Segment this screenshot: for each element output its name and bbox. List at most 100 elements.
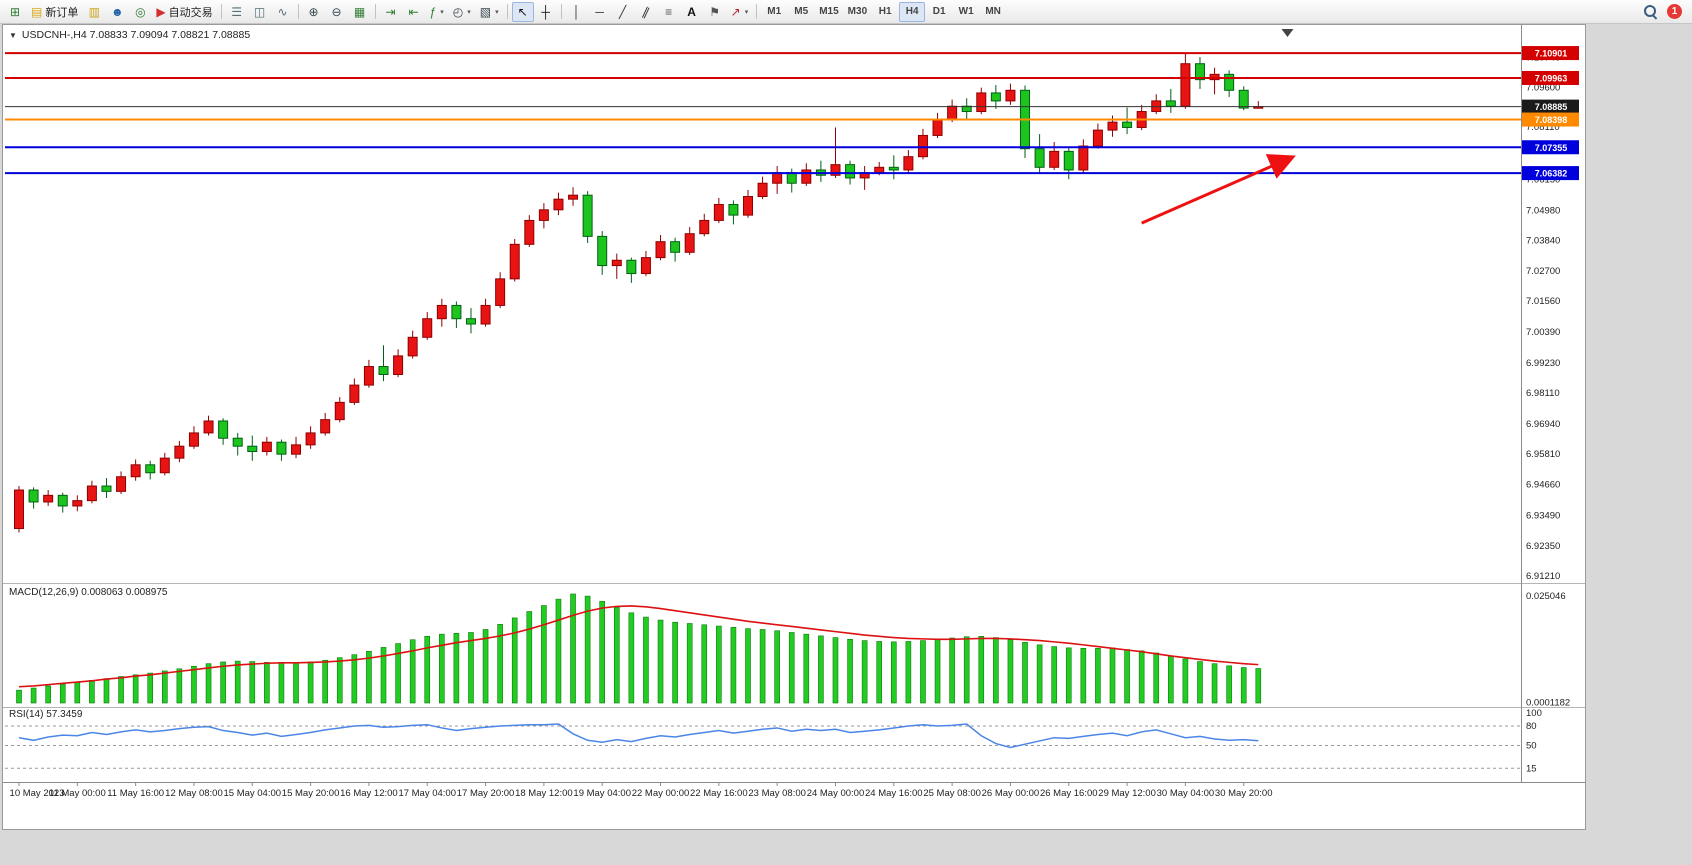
horizontal-lines[interactable] <box>5 52 1521 175</box>
svg-text:7.00390: 7.00390 <box>1526 327 1560 338</box>
templates-button[interactable]: ▧ ▾ <box>476 2 503 22</box>
profiles-button[interactable]: ▥ <box>83 2 105 22</box>
template-icon: ▧ <box>479 4 492 19</box>
svg-text:26 May 16:00: 26 May 16:00 <box>1040 788 1098 799</box>
price-badge <box>1522 46 1579 61</box>
indicators-button[interactable]: ƒ ▾ <box>426 2 448 22</box>
bar-chart-button[interactable]: ☰ <box>226 2 248 22</box>
svg-text:7.10901: 7.10901 <box>1535 49 1568 59</box>
timeframe-m15-button[interactable]: M15 <box>815 2 842 22</box>
svg-text:11 May 16:00: 11 May 16:00 <box>107 788 164 799</box>
timeframe-h1-button[interactable]: H1 <box>872 2 898 22</box>
timeframe-m5-button[interactable]: M5 <box>788 2 814 22</box>
svg-text:19 May 04:00: 19 May 04:00 <box>573 788 631 799</box>
new-chart-button[interactable]: ⊞ <box>4 2 26 22</box>
svg-text:0.025046: 0.025046 <box>1526 591 1566 602</box>
svg-text:6.92350: 6.92350 <box>1526 541 1560 552</box>
trendline-button[interactable]: ╱ <box>612 2 634 22</box>
svg-text:6.96940: 6.96940 <box>1526 419 1560 430</box>
zoom-in-icon: ⊕ <box>308 4 319 19</box>
macd-signal-line <box>18 605 1259 688</box>
svg-text:25 May 08:00: 25 May 08:00 <box>923 788 981 799</box>
notification-badge[interactable]: 1 <box>1667 4 1682 19</box>
price-chart[interactable]: 7.107407.096007.081107.061507.049807.038… <box>3 25 1585 829</box>
zoom-out-icon: ⊖ <box>331 4 342 19</box>
navigator-button[interactable]: ◎ <box>129 2 151 22</box>
cursor-button[interactable]: ↖ <box>511 1 534 22</box>
chevron-down-icon: ▾ <box>744 8 749 16</box>
arrow-object-icon: ↗ <box>730 4 741 19</box>
channel-icon: ∥ <box>639 3 652 20</box>
zoom-out-button[interactable]: ⊖ <box>326 2 348 22</box>
svg-text:16 May 12:00: 16 May 12:00 <box>340 788 398 799</box>
label-icon: ⚑ <box>709 4 721 19</box>
timeframe-mn-button[interactable]: MN <box>980 2 1006 22</box>
collapse-chart-icon[interactable]: ▼ <box>9 30 17 40</box>
timeframe-m1-button[interactable]: M1 <box>761 2 787 22</box>
candlestick-chart-icon: ◫ <box>253 4 266 19</box>
rsi-line <box>18 723 1259 749</box>
svg-text:7.06382: 7.06382 <box>1535 169 1568 179</box>
chart-frame <box>3 25 1585 783</box>
candles <box>14 53 1264 533</box>
market-watch-icon: ☻ <box>111 4 124 19</box>
market-watch-button[interactable]: ☻ <box>106 2 128 22</box>
text-label-button[interactable]: ⚑ <box>704 2 726 22</box>
svg-text:26 May 00:00: 26 May 00:00 <box>982 788 1040 799</box>
timeframe-h4-button[interactable]: H4 <box>899 1 926 22</box>
fibonacci-button[interactable]: ≡ <box>658 2 680 22</box>
candlestick-chart-button[interactable]: ◫ <box>249 2 271 22</box>
vertical-line-icon: │ <box>572 4 581 19</box>
periods-button[interactable]: ◴ ▾ <box>449 2 475 22</box>
auto-scroll-button[interactable]: ⇥ <box>380 2 402 22</box>
shift-marker[interactable] <box>1281 29 1294 37</box>
text-tool-button[interactable]: A <box>681 2 703 22</box>
horizontal-line-button[interactable]: ─ <box>589 2 611 22</box>
svg-text:7.08885: 7.08885 <box>1535 102 1568 112</box>
bar-chart-icon: ☰ <box>231 4 242 19</box>
svg-text:80: 80 <box>1526 721 1537 732</box>
clock-icon: ◴ <box>452 4 464 19</box>
main-toolbar: ⊞ ▤ 新订单 ▥ ☻ ◎ ▶ 自动交易 ☰ ◫ ∿ ⊕ ⊖ ▦ ⇥ ⇤ ƒ ▾ ◴ ▾… <box>0 0 1692 24</box>
chart-shift-icon: ⇤ <box>408 4 419 19</box>
tile-windows-button[interactable]: ▦ <box>349 2 371 22</box>
svg-text:100: 100 <box>1526 708 1542 719</box>
timeframe-w1-button[interactable]: W1 <box>953 2 979 22</box>
equidistant-channel-button[interactable]: ∥ <box>635 2 657 22</box>
vertical-line-button[interactable]: │ <box>566 2 588 22</box>
toolbar-separator <box>374 4 376 19</box>
svg-text:24 May 00:00: 24 May 00:00 <box>807 788 865 799</box>
timeframe-m30-button[interactable]: M30 <box>844 2 871 22</box>
rsi-panel: 100 80 50 15 <box>5 708 1542 774</box>
arrow-objects-button[interactable]: ↗ ▾ <box>727 2 753 22</box>
auto-trading-button[interactable]: ▶ 自动交易 <box>152 2 216 22</box>
svg-text:7.09600: 7.09600 <box>1526 83 1560 94</box>
macd-panel: 0.025046 0.0001182 <box>16 591 1570 708</box>
auto-trading-icon: ▶ <box>156 4 166 19</box>
search-icon <box>1643 4 1658 19</box>
chart-shift-button[interactable]: ⇤ <box>403 2 425 22</box>
price-badge <box>1522 166 1579 181</box>
cursor-icon: ↖ <box>517 4 528 19</box>
new-order-button[interactable]: ▤ 新订单 <box>27 2 82 22</box>
svg-text:30 May 20:00: 30 May 20:00 <box>1215 788 1273 799</box>
svg-text:10 May 2023: 10 May 2023 <box>10 788 65 799</box>
search-button[interactable] <box>1639 2 1662 22</box>
crosshair-button[interactable]: ┼ <box>535 2 557 22</box>
chevron-down-icon: ▾ <box>495 8 499 16</box>
svg-text:50: 50 <box>1526 741 1537 752</box>
svg-text:7.08398: 7.08398 <box>1535 115 1568 125</box>
auto-scroll-icon: ⇥ <box>385 4 396 19</box>
svg-text:22 May 00:00: 22 May 00:00 <box>632 788 690 799</box>
line-chart-button[interactable]: ∿ <box>272 2 294 22</box>
trend-arrow-annotation[interactable] <box>1141 154 1296 225</box>
svg-text:17 May 04:00: 17 May 04:00 <box>398 788 456 799</box>
horizontal-line-icon: ─ <box>595 4 604 19</box>
chevron-down-icon: ▾ <box>467 8 471 16</box>
price-badge <box>1522 99 1579 114</box>
toolbar-separator <box>297 4 299 19</box>
auto-trading-label: 自动交易 <box>168 6 213 19</box>
zoom-in-button[interactable]: ⊕ <box>303 2 325 22</box>
timeframe-d1-button[interactable]: D1 <box>926 2 952 22</box>
